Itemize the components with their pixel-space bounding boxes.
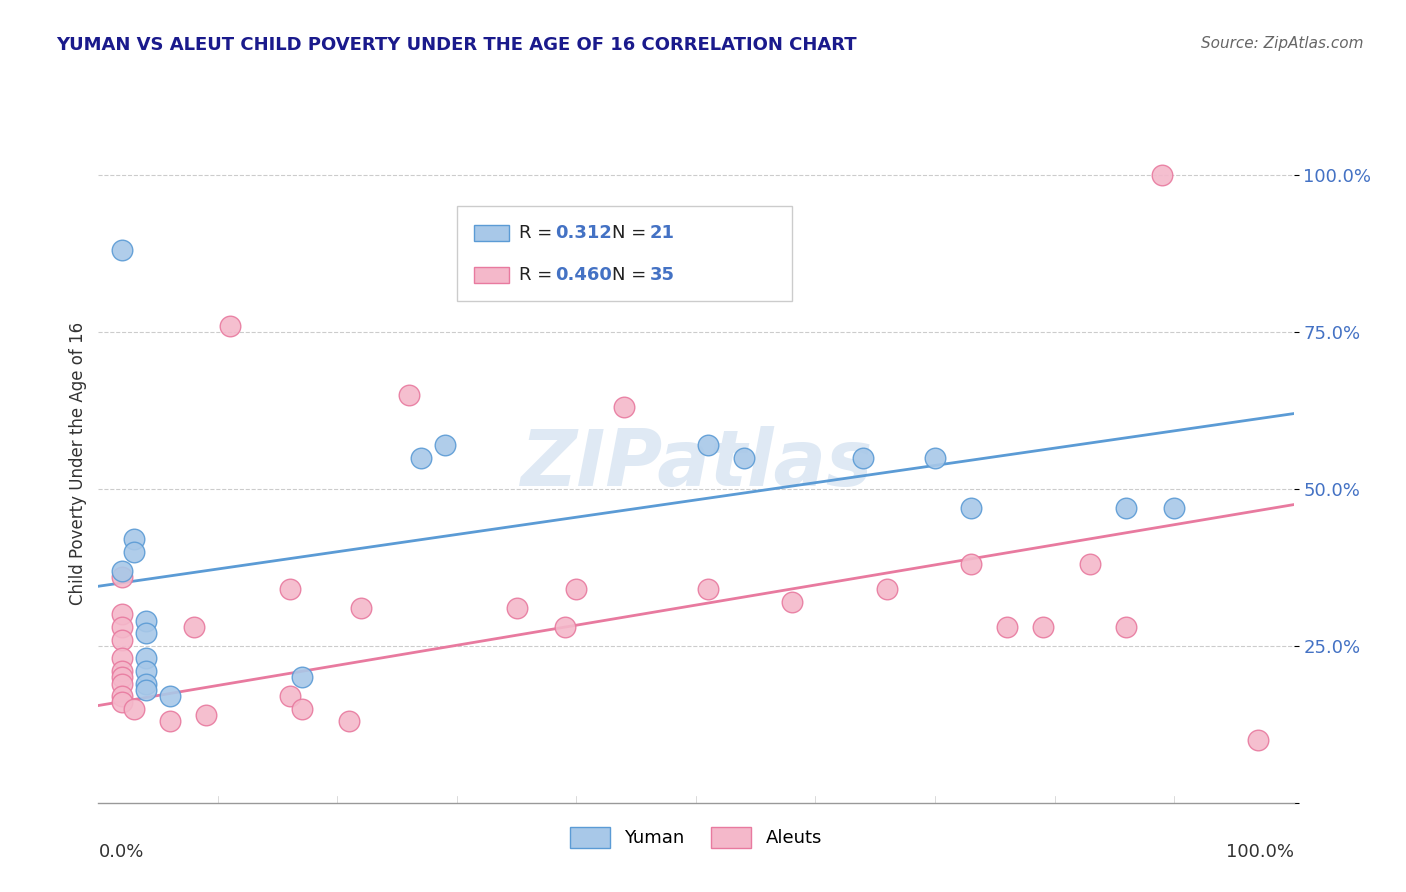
Point (111, 607, 134, 622)
Point (124, 545, 146, 559)
Point (278, 582, 301, 597)
Point (1115, 500, 1137, 515)
Point (959, 500, 981, 515)
Point (995, 620, 1018, 634)
Point (876, 582, 898, 597)
Point (697, 438, 720, 452)
Point (337, 714, 360, 729)
Text: N =: N = (612, 224, 651, 242)
Point (111, 670, 134, 684)
Point (135, 614, 157, 628)
Text: ZIPatlas: ZIPatlas (520, 425, 872, 502)
Point (554, 620, 576, 634)
Point (278, 689, 301, 703)
Point (506, 601, 529, 615)
Point (290, 670, 312, 684)
Text: R =: R = (519, 266, 558, 284)
Point (135, 664, 157, 678)
Point (697, 582, 720, 597)
Point (1080, 558, 1102, 572)
Point (135, 676, 157, 690)
Text: 0.460: 0.460 (555, 266, 612, 284)
Point (111, 651, 134, 665)
Point (159, 714, 181, 729)
Point (111, 676, 134, 690)
Text: Source: ZipAtlas.com: Source: ZipAtlas.com (1201, 36, 1364, 51)
Point (565, 582, 588, 597)
Point (111, 632, 134, 647)
Point (1115, 620, 1137, 634)
Point (433, 438, 456, 452)
Point (1246, 733, 1268, 747)
Point (852, 450, 875, 465)
Text: 21: 21 (650, 224, 675, 242)
Point (135, 651, 157, 665)
Point (924, 450, 946, 465)
Point (1163, 500, 1185, 515)
Point (111, 570, 134, 584)
Point (613, 401, 636, 415)
Text: N =: N = (612, 266, 651, 284)
Point (1150, 168, 1173, 182)
Point (135, 626, 157, 640)
Point (183, 620, 205, 634)
Point (159, 689, 181, 703)
Text: 35: 35 (650, 266, 675, 284)
Text: 0.312: 0.312 (555, 224, 612, 242)
Point (124, 701, 146, 715)
Point (733, 450, 755, 465)
Point (780, 595, 803, 609)
Text: 100.0%: 100.0% (1226, 844, 1294, 862)
Point (111, 564, 134, 578)
Point (111, 689, 134, 703)
Y-axis label: Child Poverty Under the Age of 16: Child Poverty Under the Age of 16 (69, 322, 87, 606)
Point (111, 695, 134, 709)
Point (411, 450, 433, 465)
Point (111, 664, 134, 678)
Point (1032, 620, 1054, 634)
Point (959, 558, 981, 572)
Point (111, 620, 134, 634)
Point (350, 601, 373, 615)
Text: R =: R = (519, 224, 558, 242)
Point (111, 244, 134, 258)
Point (398, 388, 420, 402)
Text: 0.0%: 0.0% (98, 844, 143, 862)
Point (219, 318, 242, 333)
Point (135, 682, 157, 697)
Legend: Yuman, Aleuts: Yuman, Aleuts (562, 820, 830, 855)
Text: YUMAN VS ALEUT CHILD POVERTY UNDER THE AGE OF 16 CORRELATION CHART: YUMAN VS ALEUT CHILD POVERTY UNDER THE A… (56, 36, 856, 54)
Point (290, 701, 312, 715)
Point (124, 532, 146, 546)
Point (194, 707, 217, 722)
